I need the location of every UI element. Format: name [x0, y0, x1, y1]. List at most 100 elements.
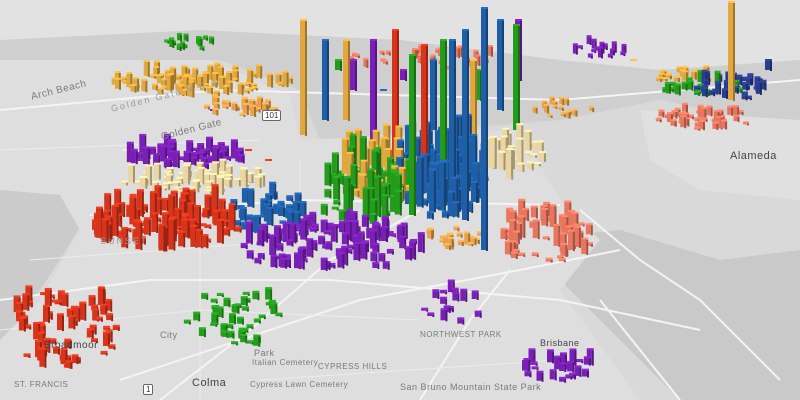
data-bar	[210, 322, 218, 327]
data-bar	[266, 206, 274, 226]
data-bar	[320, 257, 328, 271]
data-bar	[755, 80, 762, 95]
data-bar	[370, 39, 377, 141]
data-bar	[586, 242, 593, 247]
data-bar	[452, 291, 460, 302]
data-bar	[213, 90, 220, 97]
data-bar	[517, 162, 525, 172]
data-bar	[149, 146, 157, 156]
data-bar	[700, 107, 707, 121]
data-bar	[258, 314, 266, 320]
data-bar	[22, 293, 30, 311]
data-bar	[333, 175, 341, 201]
data-bar	[226, 323, 234, 330]
data-bar	[203, 35, 209, 41]
data-bar	[547, 349, 554, 364]
data-bar	[733, 79, 740, 87]
data-bar	[322, 39, 329, 121]
data-bar	[153, 153, 161, 166]
data-bar	[665, 73, 672, 80]
data-bar	[262, 102, 269, 115]
data-bar	[229, 313, 236, 325]
data-bar	[204, 224, 212, 229]
data-bar	[379, 50, 385, 56]
data-bar	[222, 104, 229, 109]
data-bar	[449, 39, 456, 211]
data-bar	[18, 316, 26, 332]
data-bar	[256, 64, 263, 79]
data-bar	[174, 226, 182, 231]
data-bar	[112, 324, 120, 331]
data-bar	[591, 49, 597, 54]
data-bar	[287, 210, 295, 227]
data-bar	[183, 319, 191, 325]
data-bar	[598, 46, 603, 59]
data-bar	[187, 202, 195, 223]
data-bar	[574, 365, 582, 377]
data-bar	[552, 100, 558, 107]
data-bar	[193, 311, 201, 322]
data-bar	[140, 176, 148, 189]
data-bar	[205, 189, 213, 194]
data-bar	[361, 214, 369, 228]
data-bar	[532, 105, 538, 114]
data-bar	[176, 176, 184, 185]
data-bar	[309, 211, 317, 231]
data-bar	[630, 59, 637, 61]
data-bar	[318, 235, 326, 246]
data-bar	[372, 261, 380, 269]
data-bar	[223, 227, 231, 237]
data-bar	[210, 298, 218, 304]
data-bar	[145, 164, 152, 186]
data-bar	[232, 304, 240, 314]
data-bar	[522, 207, 530, 222]
data-bar	[286, 76, 293, 84]
data-bar	[536, 140, 544, 154]
data-bar	[374, 175, 382, 218]
data-bar	[201, 234, 209, 249]
data-bar	[257, 227, 265, 247]
data-bar	[130, 148, 138, 165]
data-bar	[231, 102, 238, 112]
data-bar	[416, 155, 424, 208]
data-bar	[236, 316, 244, 325]
data-bar	[453, 225, 460, 232]
data-bar	[212, 147, 219, 169]
data-bar	[701, 69, 708, 86]
data-bar	[91, 338, 98, 343]
data-bar	[359, 136, 367, 180]
data-bar	[528, 348, 536, 364]
data-bar	[166, 73, 173, 92]
data-bar	[289, 222, 297, 244]
data-bar	[427, 312, 435, 317]
data-bar	[53, 346, 60, 355]
bay-water-east	[520, 230, 800, 400]
data-bar	[524, 129, 532, 151]
data-bar	[560, 352, 567, 367]
data-bar	[54, 300, 62, 306]
data-bar	[455, 46, 461, 59]
data-bar	[429, 168, 436, 213]
data-bar	[241, 306, 249, 312]
route-101-shield: 101	[262, 110, 282, 121]
data-bar	[152, 83, 159, 91]
data-bar	[569, 348, 577, 366]
data-bar	[694, 126, 701, 131]
data-bar	[363, 57, 369, 68]
data-bar	[121, 180, 129, 186]
data-bar	[168, 217, 176, 251]
data-bar	[682, 102, 688, 113]
data-bar	[217, 176, 224, 195]
data-bar	[161, 78, 168, 87]
data-bar	[242, 291, 250, 296]
data-bar	[218, 65, 224, 82]
data-bar	[245, 221, 253, 245]
data-bar	[254, 175, 262, 188]
data-bar	[539, 151, 546, 162]
data-bar	[183, 164, 191, 185]
data-bar	[661, 77, 668, 82]
data-bar	[471, 180, 478, 204]
data-bar	[541, 208, 549, 227]
